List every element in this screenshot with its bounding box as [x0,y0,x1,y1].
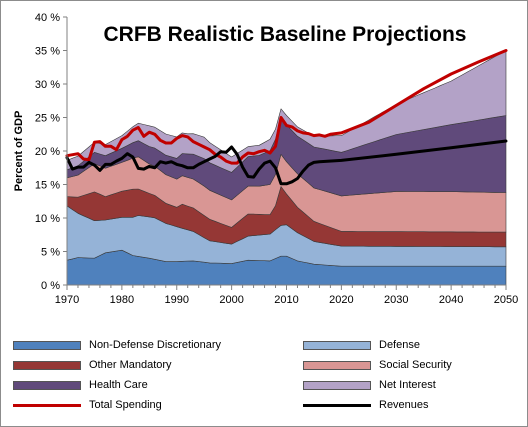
legend-item-total-spending: Total Spending [13,397,162,413]
axes: 0 % 5 % 10 % 15 % 20 % 25 % 30 % 35 % 40 % 1970 19… [35,12,518,306]
line-revenues [65,139,508,186]
legend-item-net-interest: Net Interest [303,377,436,393]
line-total-spending [65,49,508,165]
x-tick-label: 2050 [494,294,518,306]
y-axis-label: Percent of GDP [13,111,25,192]
legend-item-social-security: Social Security [303,357,452,373]
y-tick-label: 20 % [35,146,60,158]
legend-swatch-net-interest [303,380,371,390]
legend-label: Health Care [89,379,148,391]
y-tick-label: 0 % [41,280,60,292]
x-tick-label: 1980 [110,294,134,306]
x-tick-label: 2020 [329,294,353,306]
legend: Non-Defense Discretionary Defense Other Ma… [13,335,518,421]
y-tick-label: 25 % [35,113,60,125]
y-tick-label: 35 % [35,46,60,58]
legend-label: Total Spending [89,399,162,411]
legend-swatch-social-security [303,360,371,370]
x-tick-label: 2010 [274,294,298,306]
legend-swatch-health-care [13,380,81,390]
y-tick-label: 10 % [35,213,60,225]
legend-swatch-defense [303,340,371,350]
x-tick-label: 2040 [439,294,463,306]
x-tick-label: 1990 [165,294,189,306]
x-tick-label: 2030 [384,294,408,306]
legend-label: Social Security [379,359,452,371]
line-series [65,49,508,186]
legend-label: Revenues [379,399,429,411]
legend-label: Defense [379,339,420,351]
legend-label: Net Interest [379,379,436,391]
legend-swatch-total-spending [13,403,81,407]
legend-item-revenues: Revenues [303,397,429,413]
y-tick-label: 40 % [35,12,60,24]
legend-item-defense: Defense [303,337,420,353]
legend-label: Non-Defense Discretionary [89,339,222,351]
area-net-interest [66,50,507,173]
legend-item-other-mandatory: Other Mandatory [13,357,172,373]
y-tick-label: 5 % [41,247,60,259]
legend-label: Other Mandatory [89,359,172,371]
chart-title: CRFB Realistic Baseline Projections [104,23,467,46]
x-tick-label: 1970 [55,294,79,306]
y-tick-label: 15 % [35,180,60,192]
x-tick-label: 2000 [219,294,243,306]
legend-swatch-revenues [303,403,371,407]
legend-swatch-non-defense-discretionary [13,340,81,350]
legend-item-non-defense-discretionary: Non-Defense Discretionary [13,337,221,353]
legend-swatch-other-mandatory [13,360,81,370]
legend-item-health-care: Health Care [13,377,148,393]
stacked-areas [66,50,507,286]
y-tick-label: 30 % [35,79,60,91]
